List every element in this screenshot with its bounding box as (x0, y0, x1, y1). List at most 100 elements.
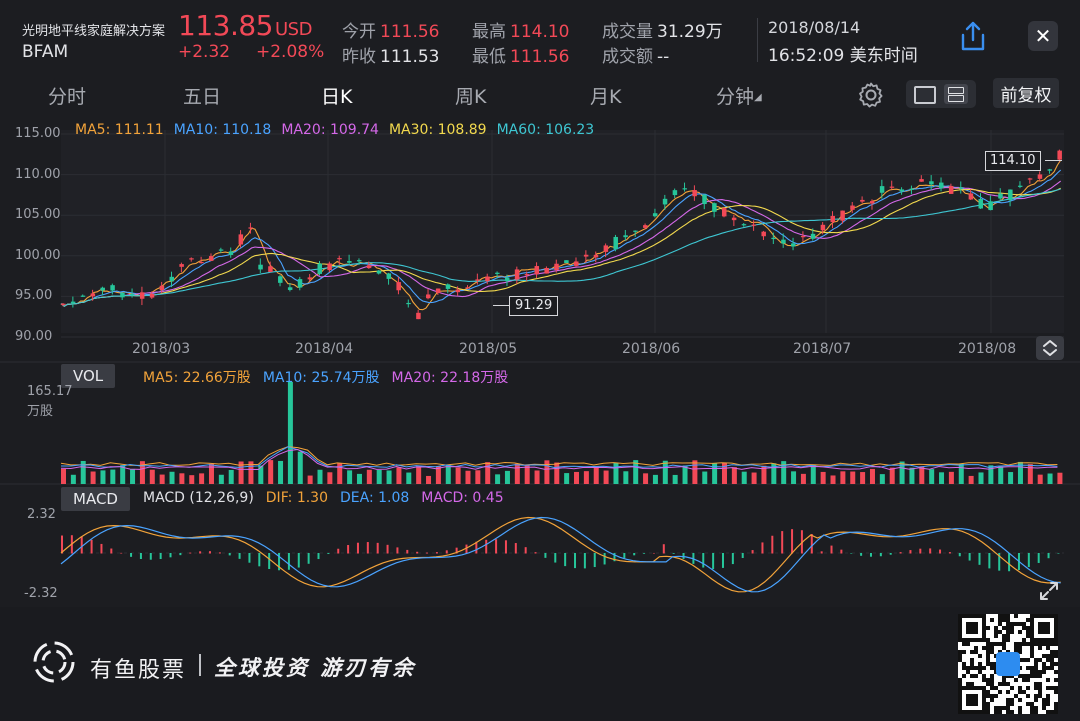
volume-bar (830, 475, 836, 484)
macd-histogram-bar (1027, 553, 1030, 568)
qr-module (1050, 650, 1054, 654)
candle-body (1008, 189, 1013, 201)
qr-module (1034, 674, 1038, 678)
qr-module (1006, 690, 1010, 694)
qr-finder (966, 694, 978, 706)
candle-body (919, 179, 924, 182)
volume-bar (889, 467, 895, 484)
volume-bar (603, 470, 609, 484)
tab-weekly-k[interactable]: 周K (455, 86, 487, 108)
qr-module (970, 662, 974, 666)
qr-module (1030, 650, 1034, 654)
candle-body (830, 215, 836, 223)
close-button[interactable]: ✕ (1028, 21, 1058, 51)
fullscreen-button[interactable] (1038, 580, 1060, 602)
qr-module (1054, 702, 1058, 706)
volume-bar (633, 460, 639, 484)
candle-body (366, 265, 372, 269)
qr-module (990, 650, 994, 654)
volume-bar (791, 471, 797, 484)
candle-body (652, 213, 658, 217)
volume-bar (939, 472, 945, 484)
qr-module (1034, 682, 1038, 686)
macd-histogram-bar (574, 553, 577, 569)
macd-histogram-bar (189, 552, 192, 554)
qr-module (1010, 630, 1014, 634)
qr-module (1046, 698, 1050, 702)
collapse-button[interactable] (1036, 336, 1064, 360)
qr-module (1018, 622, 1022, 626)
tab-minute[interactable]: 分钟◢ (716, 82, 762, 109)
vol-tag[interactable]: VOL (61, 364, 116, 388)
candle-body (692, 190, 697, 197)
qr-module (986, 642, 990, 646)
qr-module (1050, 666, 1054, 670)
qr-module (982, 646, 986, 650)
qr-module (1042, 698, 1046, 702)
qr-module (970, 650, 974, 654)
qr-module (994, 642, 998, 646)
single-panel-icon[interactable] (914, 86, 936, 104)
qr-module (1042, 642, 1046, 646)
tab-monthly-k[interactable]: 月K (590, 86, 622, 108)
volume-bar (80, 460, 86, 484)
qr-module (974, 666, 978, 670)
qr-module (1042, 670, 1046, 674)
qr-module (990, 618, 994, 622)
open-stat: 今开 111.56 (342, 17, 439, 42)
volume-bar (317, 469, 323, 484)
volume-bar (455, 467, 461, 484)
qr-module (1030, 666, 1034, 670)
candle-body (800, 236, 806, 238)
volume-bar (860, 472, 866, 484)
qr-module (1002, 626, 1006, 630)
volume-bar (1037, 474, 1043, 484)
settings-button[interactable] (856, 80, 886, 110)
volume-bar (712, 463, 718, 484)
qr-module (1046, 678, 1050, 682)
qr-module (958, 682, 962, 686)
qr-module (1046, 646, 1050, 650)
quote-time: 16:52:09 美东时间 (768, 46, 918, 66)
macd-tag[interactable]: MACD (61, 487, 130, 511)
volume-bar (307, 475, 313, 484)
tab-daily-k[interactable]: 日K (321, 82, 353, 115)
macd-histogram-bar (130, 553, 133, 557)
legend-ma5: MA5: 111.11 (75, 122, 164, 138)
share-button[interactable] (958, 20, 988, 52)
double-panel-icon[interactable] (944, 84, 968, 104)
volume-bar (593, 466, 599, 484)
qr-module (1022, 690, 1026, 694)
macd-histogram-bar (347, 545, 350, 554)
qr-module (970, 666, 974, 670)
qr-module (1054, 650, 1058, 654)
macd-histogram-bar (879, 553, 882, 557)
price-adjust-button[interactable]: 前复权 (993, 78, 1059, 108)
candle-body (731, 217, 737, 221)
brand-slogan: 全球投资 游刃有余 (214, 656, 417, 680)
volume-bar (475, 470, 481, 484)
volume-bar (90, 471, 96, 484)
volume-bar (1057, 472, 1063, 484)
volume-stat: 成交量 31.29万 (602, 17, 723, 42)
tab-intraday[interactable]: 分时 (48, 86, 87, 108)
macd-histogram-bar (80, 536, 83, 554)
volume-bar (287, 382, 293, 484)
layout-toggle[interactable] (906, 80, 976, 108)
candle-body (702, 194, 707, 205)
stock-chart[interactable] (0, 112, 1080, 607)
volume-bar (958, 463, 964, 484)
volume-bar (879, 474, 885, 484)
candle-body (721, 208, 727, 217)
volume-bar (1008, 472, 1014, 484)
tab-five-day[interactable]: 五日 (183, 86, 222, 108)
volume-bar (544, 460, 550, 484)
qr-module (1006, 614, 1010, 618)
volume-bar (929, 469, 935, 484)
macd-histogram-bar (830, 545, 833, 554)
qr-module (966, 682, 970, 686)
volume-bar (721, 462, 727, 484)
macd-histogram-bar (623, 553, 626, 558)
candle-body (820, 224, 826, 231)
qr-module (1006, 638, 1010, 642)
